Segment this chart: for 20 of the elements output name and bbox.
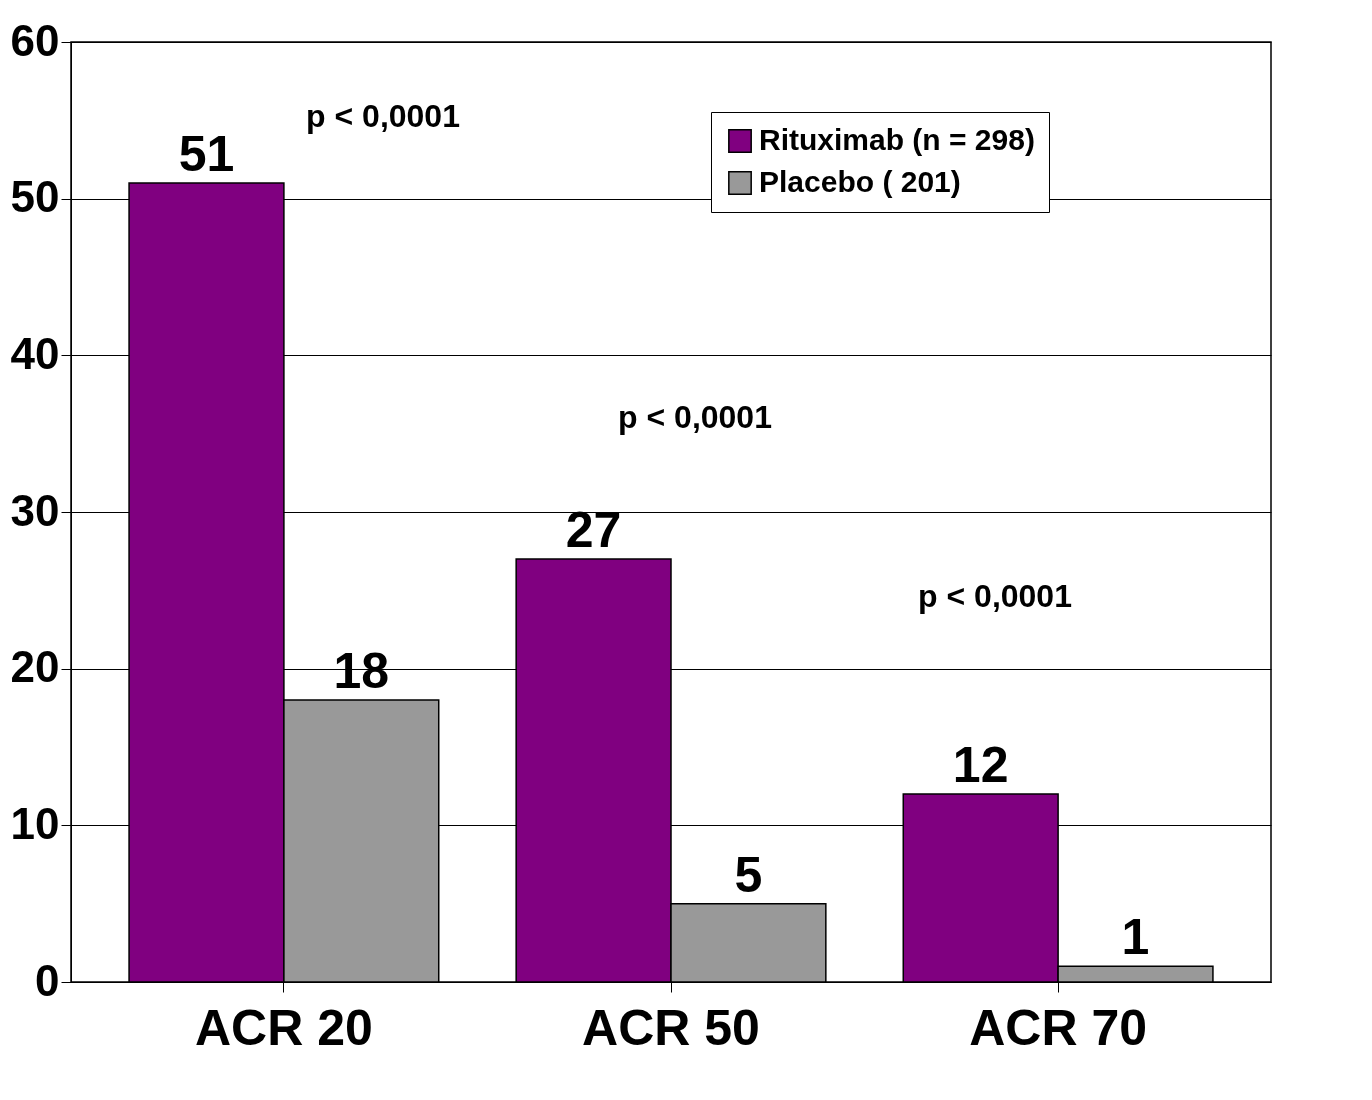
y-tick-label: 40	[10, 328, 60, 378]
y-tick-label: 0	[35, 955, 60, 1005]
annotation: p < 0,0001	[618, 399, 772, 435]
y-tick-label: 10	[10, 798, 60, 848]
annotation: p < 0,0001	[306, 98, 460, 135]
y-tick-label: 60	[10, 15, 60, 65]
legend-label: Placebo ( 201)	[759, 165, 961, 198]
data-label: 5	[734, 846, 763, 903]
x-tick-label: ACR 70	[969, 999, 1148, 1056]
data-label: 27	[565, 502, 622, 558]
legend-label: Rituximab (n = 298)	[759, 123, 1035, 156]
y-tick-label: 30	[10, 485, 60, 535]
x-tick-label: ACR 50	[582, 999, 760, 1056]
data-label: 12	[952, 737, 1009, 793]
y-tick-label: 20	[10, 642, 60, 692]
annotation: p < 0,0001	[918, 577, 1072, 614]
x-tick-label: ACR 20	[194, 999, 373, 1056]
data-label: 1	[1121, 909, 1150, 966]
data-label: 51	[178, 126, 235, 182]
y-tick-label: 50	[10, 172, 60, 222]
